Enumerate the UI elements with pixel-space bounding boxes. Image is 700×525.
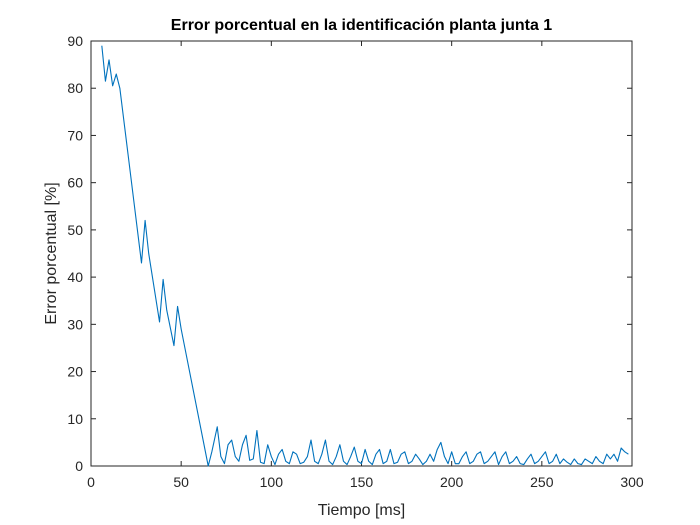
- x-tick-label: 200: [440, 474, 464, 490]
- y-tick-label: 30: [67, 316, 83, 332]
- y-tick-label: 50: [67, 222, 83, 238]
- x-tick-label: 0: [87, 474, 95, 490]
- x-tick-label: 250: [530, 474, 554, 490]
- y-tick-label: 90: [67, 33, 83, 49]
- y-tick-label: 60: [67, 175, 83, 191]
- tick-labels: 0 50 100 150 200 250 300 0 10 20 30 40 50 60 70 80 90: [67, 33, 643, 490]
- y-tick-label: 70: [67, 127, 83, 143]
- chart-title: Error porcentual en la identificación pl…: [171, 17, 553, 34]
- x-tick-label: 300: [620, 474, 644, 490]
- y-tick-label: 80: [67, 80, 83, 96]
- y-tick-label: 40: [67, 269, 83, 285]
- y-axis-label: Error porcentual [%]: [43, 182, 60, 324]
- x-tick-label: 100: [260, 474, 284, 490]
- plot-area: [90, 40, 633, 467]
- x-tick-label: 150: [350, 474, 374, 490]
- ticks: [90, 40, 633, 467]
- y-tick-label: 20: [67, 364, 83, 380]
- x-tick-label: 50: [173, 474, 189, 490]
- x-axis-label: Tiempo [ms]: [318, 502, 405, 519]
- series-line: [101, 45, 629, 467]
- y-tick-label: 10: [67, 411, 83, 427]
- y-tick-label: 0: [75, 458, 83, 474]
